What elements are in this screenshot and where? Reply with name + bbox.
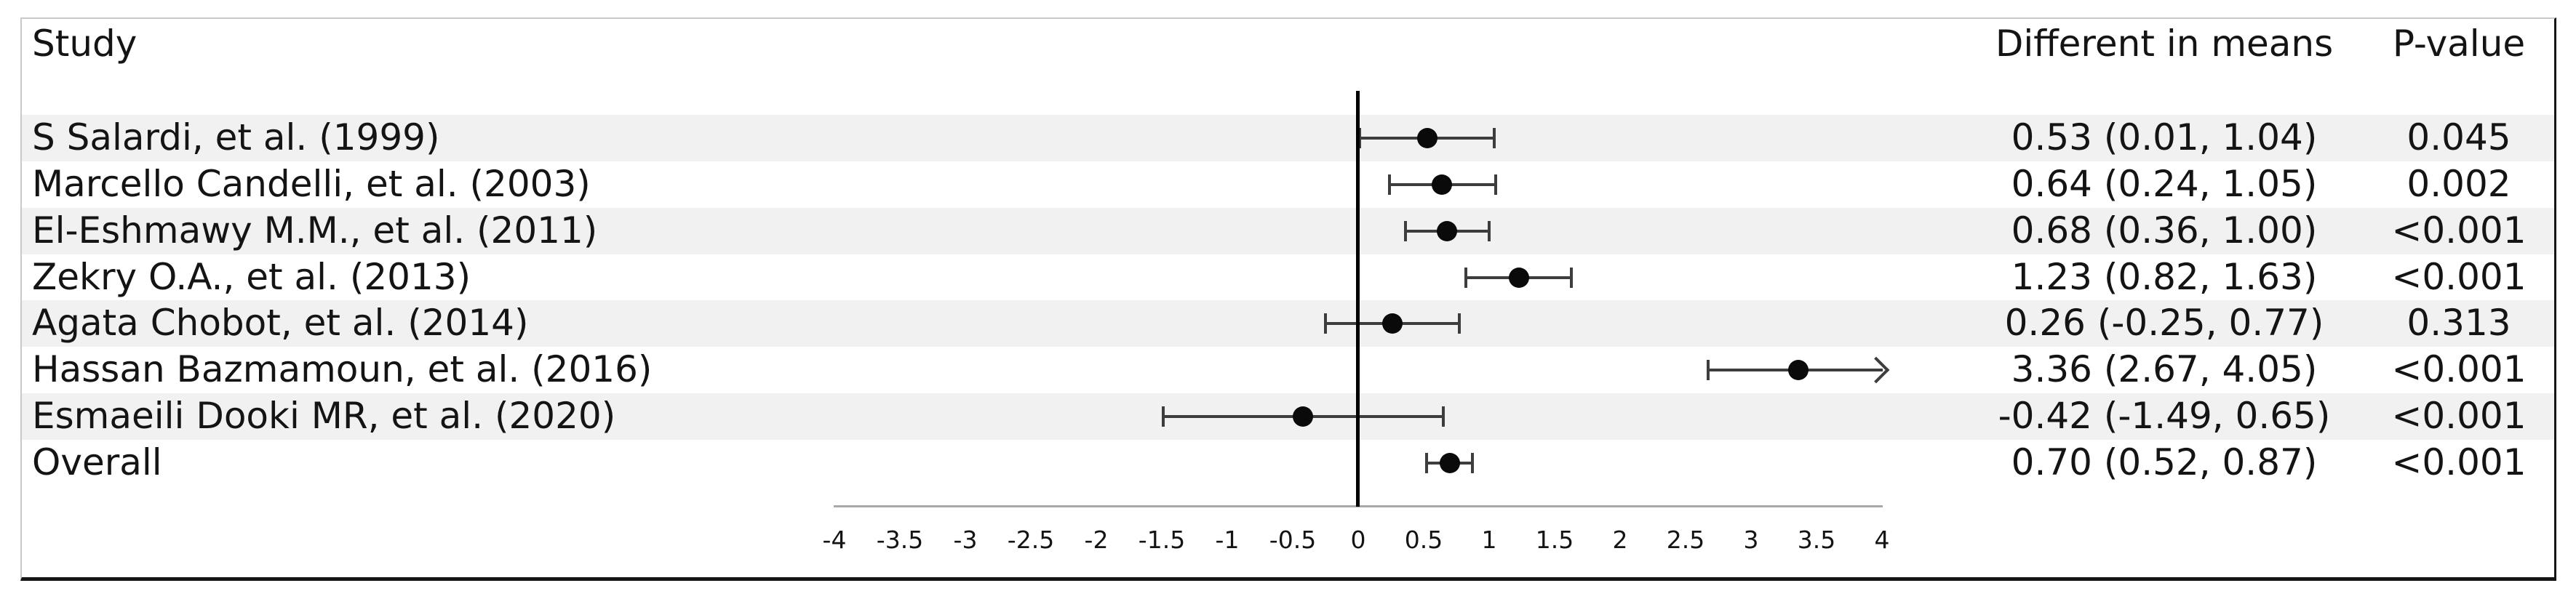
x-axis-tick-label: 0 (1350, 526, 1366, 554)
column-header-study: Study (32, 23, 137, 65)
row-stripe (22, 300, 2554, 347)
study-name: Hassan Bazmamoun, et al. (2016) (32, 348, 653, 391)
p-value: 0.045 (2406, 116, 2511, 158)
ci-lower-cap (1424, 452, 1428, 473)
x-axis-tick-label: -2 (1084, 526, 1109, 554)
effect-point (1787, 360, 1809, 381)
x-axis-tick-label: 0.5 (1404, 526, 1443, 554)
effect-point (1509, 267, 1530, 288)
ci-upper-cap (1493, 127, 1496, 148)
x-axis-tick-label: -3.5 (876, 526, 924, 554)
difference-in-means-value: 0.70 (0.52, 0.87) (2011, 441, 2318, 484)
difference-in-means-value: 0.68 (0.36, 1.00) (2011, 209, 2318, 252)
ci-lower-cap (1161, 406, 1165, 427)
x-axis-tick-label: 3 (1743, 526, 1759, 554)
x-axis-tick-label: 2 (1612, 526, 1628, 554)
x-axis-tick-label: -0.5 (1269, 526, 1317, 554)
ci-lower-cap (1388, 174, 1392, 195)
study-name: Overall (32, 441, 162, 484)
x-axis-tick-label: -2.5 (1007, 526, 1055, 554)
difference-in-means-value: 0.53 (0.01, 1.04) (2011, 116, 2318, 158)
effect-point (1437, 220, 1458, 241)
difference-in-means-value: 0.26 (-0.25, 0.77) (2004, 302, 2324, 345)
ci-lower-cap (1706, 360, 1710, 381)
effect-point (1440, 452, 1460, 473)
effect-point (1417, 127, 1438, 148)
p-value: <0.001 (2391, 348, 2527, 391)
p-value: 0.313 (2406, 302, 2511, 345)
x-axis-tick-label: 1.5 (1535, 526, 1574, 554)
difference-in-means-value: 3.36 (2.67, 4.05) (2011, 348, 2318, 391)
ci-upper-cap (1442, 406, 1445, 427)
effect-point (1432, 174, 1453, 195)
row-stripe (22, 115, 2554, 161)
effect-point (1381, 313, 1403, 334)
ci-upper-cap (1457, 313, 1461, 334)
effect-point (1293, 406, 1314, 427)
x-axis-tick-label: -1.5 (1138, 526, 1186, 554)
p-value: <0.001 (2391, 395, 2527, 438)
difference-in-means-value: 1.23 (0.82, 1.63) (2011, 255, 2318, 298)
x-axis-tick-label: 1 (1481, 526, 1497, 554)
column-header-p-value: P-value (2392, 23, 2526, 65)
ci-upper-cap (1488, 220, 1491, 241)
x-axis-tick-label: -1 (1215, 526, 1240, 554)
study-name: Marcello Candelli, et al. (2003) (32, 162, 591, 205)
p-value: <0.001 (2391, 209, 2527, 252)
row-stripe (22, 207, 2554, 254)
p-value: <0.001 (2391, 255, 2527, 298)
x-axis-tick-label: 2.5 (1666, 526, 1705, 554)
column-header-difference-in-means: Different in means (1995, 23, 2334, 65)
zero-reference-line (1356, 91, 1360, 507)
x-axis-tick-label: 4 (1874, 526, 1890, 554)
ci-lower-cap (1464, 267, 1467, 288)
study-name: Agata Chobot, et al. (2014) (32, 302, 529, 345)
ci-upper-cap (1570, 267, 1574, 288)
x-axis-tick-label: -4 (822, 526, 847, 554)
ci-upper-cap (1470, 452, 1474, 473)
difference-in-means-value: 0.64 (0.24, 1.05) (2011, 162, 2318, 205)
x-axis-tick-label: -3 (953, 526, 978, 554)
p-value: <0.001 (2391, 441, 2527, 484)
study-name: Esmaeili Dooki MR, et al. (2020) (32, 395, 616, 438)
x-axis-tick-label: 3.5 (1797, 526, 1836, 554)
p-value: 0.002 (2406, 162, 2511, 205)
ci-upper-cap (1494, 174, 1497, 195)
difference-in-means-value: -0.42 (-1.49, 0.65) (1998, 395, 2331, 438)
study-name: Zekry O.A., et al. (2013) (32, 255, 471, 298)
study-name: El-Eshmawy M.M., et al. (2011) (32, 209, 598, 252)
ci-lower-cap (1403, 220, 1407, 241)
study-name: S Salardi, et al. (1999) (32, 116, 440, 158)
ci-lower-cap (1324, 313, 1327, 334)
plot-frame (20, 17, 2556, 581)
